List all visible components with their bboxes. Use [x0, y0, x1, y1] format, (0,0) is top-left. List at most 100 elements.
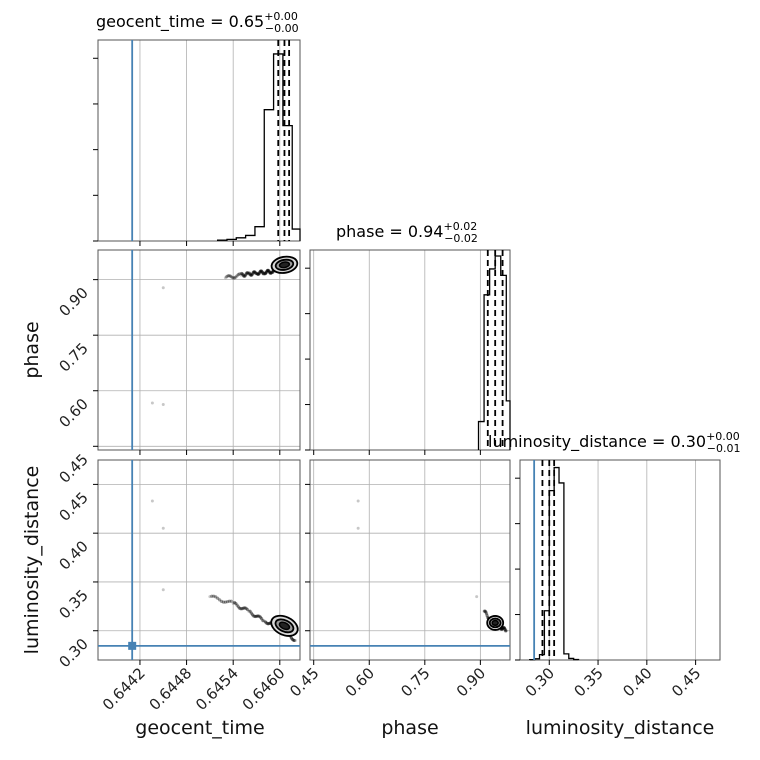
y-tick-label: 0.60: [55, 395, 91, 431]
contour-core: [278, 621, 291, 631]
gridlines: [548, 460, 697, 660]
x-tick-label: 0.30: [522, 664, 558, 700]
panel-title-luminosity_distance: luminosity_distance = 0.30+0.00 −0.01: [488, 430, 741, 455]
histogram-panel-geocent_time: geocent_time = 0.65+0.00 −0.00: [93, 10, 301, 246]
sample-point: [240, 607, 244, 611]
histogram-panel-luminosity_distance: luminosity_distance = 0.30+0.00 −0.01 0.30…: [488, 430, 741, 700]
samples: [356, 499, 508, 633]
sample-point: [241, 606, 246, 610]
sample-point: [223, 276, 227, 280]
x-axis-label-geocent-time: geocent_time: [135, 717, 264, 739]
x-axis-label-luminosity-distance: luminosity_distance: [526, 717, 715, 739]
x-ticks: [313, 450, 481, 455]
sample-point: [504, 629, 508, 633]
sample-point: [214, 595, 218, 599]
y-ticks: 0.45 0.60 0.75 0.90: [55, 279, 98, 487]
sample-point: [150, 499, 154, 503]
sample-point: [208, 595, 212, 599]
x-tick-label: 0.40: [619, 664, 655, 700]
sample-point: [249, 273, 253, 277]
y-ticks: [515, 477, 520, 661]
sample-point: [247, 272, 251, 276]
x-tick-label: 0.6460: [239, 664, 289, 714]
sample-point: [504, 629, 508, 633]
title-main: phase = 0.94: [336, 222, 443, 241]
gridlines: [139, 40, 281, 241]
sample-point: [246, 271, 250, 275]
plot-area: [310, 499, 510, 647]
sample-point: [245, 271, 249, 275]
x-ticks: [139, 450, 281, 455]
sample-point: [252, 270, 256, 274]
sample-point: [216, 596, 220, 600]
gridlines: [98, 460, 300, 660]
sample-point: [226, 274, 230, 278]
panel-frame: [97, 249, 301, 451]
sample-point: [242, 274, 246, 278]
y-tick-label: 0.35: [55, 586, 91, 622]
contour-core: [278, 261, 291, 269]
x-tick-label: 0.60: [342, 664, 378, 700]
sample-point: [241, 274, 246, 278]
title-plus: +0.02: [443, 220, 477, 233]
panel-frame: [97, 459, 301, 661]
scatter-panel-geocent_time-vs-phase: 0.45 0.60 0.75 0.90: [55, 249, 301, 487]
sample-point: [483, 609, 487, 613]
sample-point: [239, 273, 243, 277]
sample-point: [248, 272, 252, 276]
x-tick-label: 0.35: [571, 664, 607, 700]
y-tick-label: 0.45: [55, 450, 91, 486]
title-main: luminosity_distance = 0.30: [488, 432, 706, 452]
sample-point: [235, 603, 239, 607]
title-minus: −0.01: [707, 442, 741, 455]
sample-point: [238, 606, 242, 610]
sample-point: [252, 270, 257, 274]
histogram-phase: [477, 255, 511, 450]
sample-point: [210, 594, 214, 598]
title-plus: +0.00: [264, 10, 298, 23]
x-tick-label: 0.6454: [192, 664, 242, 714]
title-main: geocent_time = 0.65: [96, 12, 264, 32]
sample-point: [292, 638, 296, 643]
panel-frame: [309, 459, 511, 661]
x-tick-label: 0.75: [397, 664, 433, 700]
sample-point: [225, 600, 229, 604]
axis-labels: geocent_time phase luminosity_distancephas…: [21, 321, 714, 739]
sample-point: [240, 272, 244, 276]
sample-point: [161, 286, 165, 290]
sample-point: [232, 600, 237, 605]
sample-point: [238, 272, 242, 276]
sample-point: [293, 638, 297, 642]
sample-point: [161, 526, 165, 530]
panel-frame: [519, 459, 721, 661]
y-ticks: [305, 483, 310, 632]
y-tick-label: 0.40: [55, 537, 91, 573]
sample-point: [221, 600, 226, 604]
y-tick-label: 0.45: [55, 488, 91, 524]
sample-point: [234, 275, 238, 279]
y-ticks: 0.30 0.35 0.40 0.45: [55, 483, 98, 671]
contour-core: [491, 619, 499, 627]
y-ticks: [93, 57, 98, 242]
title-minus: −0.02: [444, 232, 478, 245]
sample-point: [241, 273, 245, 277]
sample-point: [251, 270, 255, 275]
sample-point: [223, 600, 228, 604]
sample-point: [227, 599, 231, 603]
sample-point: [236, 272, 240, 277]
x-ticks: 0.30 0.35 0.40 0.45: [522, 660, 704, 700]
sample-point: [475, 595, 479, 599]
panel-title-geocent_time: geocent_time = 0.65+0.00 −0.00: [96, 10, 299, 35]
sample-point: [244, 606, 248, 610]
sample-point: [161, 588, 165, 592]
sample-point: [150, 401, 154, 405]
sample-point: [243, 606, 247, 610]
x-tick-label: 0.6448: [146, 664, 196, 714]
sample-point: [243, 273, 248, 277]
sample-point: [356, 499, 360, 503]
sample-point: [239, 607, 243, 611]
panel-frame: [309, 249, 511, 451]
sample-point: [235, 274, 239, 278]
